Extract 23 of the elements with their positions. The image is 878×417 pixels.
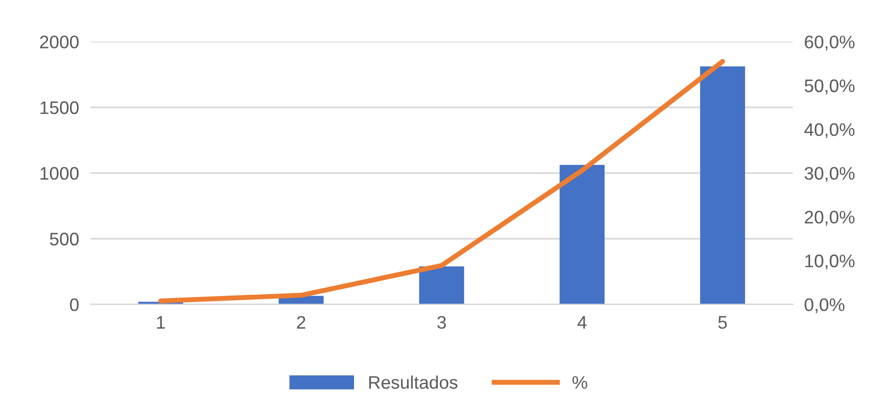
y2-tick-label: 0,0% (804, 298, 844, 314)
y-tick-label: 2000 (40, 36, 79, 48)
x-tick-label: 3 (437, 316, 446, 329)
x-tick-label: 5 (718, 316, 727, 329)
bar (560, 164, 605, 304)
bar (700, 66, 746, 304)
y-tick-label: 0 (70, 298, 79, 312)
y2-tick-label: 40,0% (804, 123, 854, 138)
legend-label: Resultados (369, 376, 458, 389)
legend-label: % (572, 376, 588, 389)
y2-tick-label: 50,0% (804, 79, 854, 94)
y2-tick-label: 30,0% (804, 166, 854, 182)
x-tick-label: 2 (297, 316, 306, 329)
x-tick-label: 4 (578, 316, 587, 329)
y-tick-label: 500 (50, 232, 79, 246)
y2-tick-label: 60,0% (804, 36, 854, 51)
line-series (158, 58, 726, 304)
y-tick-label: 1500 (40, 101, 79, 114)
bar (419, 266, 464, 304)
y2-tick-label: 10,0% (805, 254, 854, 270)
y-tick-label: 1000 (40, 166, 79, 180)
x-tick-label: 1 (157, 316, 165, 329)
y2-tick-label: 20,0% (804, 210, 854, 226)
